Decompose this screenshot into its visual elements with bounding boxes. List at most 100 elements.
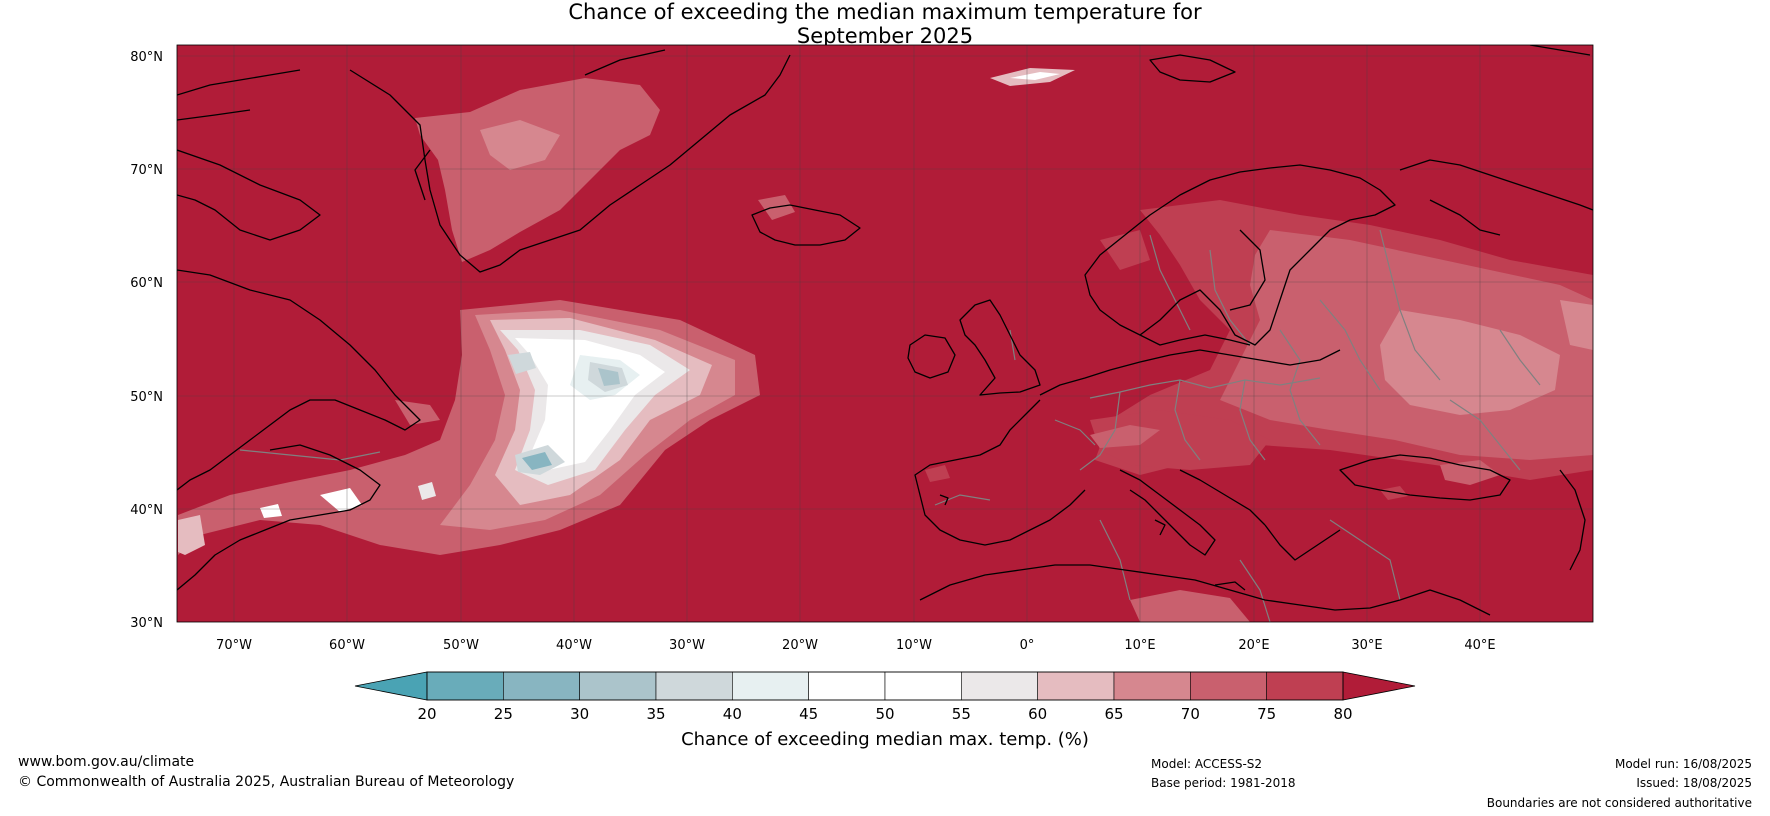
atlantic-south-pocket-30 xyxy=(522,452,552,470)
north-africa-patch-70-75 xyxy=(1130,590,1250,622)
base-period-text: Base period: 1981-2018 xyxy=(1151,776,1296,790)
colorbar-over-arrow xyxy=(1342,671,1416,701)
probability-field xyxy=(178,68,1593,622)
coast-adriatic xyxy=(1179,469,1266,526)
colorbar-bin-55-60 xyxy=(961,671,1038,701)
lat-label-40n: 40°N xyxy=(130,503,163,518)
title-line-2: September 2025 xyxy=(796,24,974,48)
svalbard-patch-white xyxy=(1010,72,1060,80)
coast-labrador xyxy=(177,269,421,491)
coast-north-africa xyxy=(919,564,1491,616)
coast-norway xyxy=(1084,164,1396,346)
lon-label-70w: 70°W xyxy=(216,638,252,653)
black-sea-patch xyxy=(1440,460,1500,485)
disclaimer-text: Boundaries are not considered authoritat… xyxy=(1486,796,1752,810)
issued-text: Issued: 18/08/2025 xyxy=(1636,776,1752,790)
colorbar-tick-20: 20 xyxy=(417,705,436,723)
coast-gulf-of-bothnia xyxy=(1229,229,1266,311)
lon-label-20w: 20°W xyxy=(782,638,818,653)
west-atlantic-patch-white-3 xyxy=(418,482,436,500)
colorbar-bin-20-25 xyxy=(426,671,504,701)
colorbar-label: Chance of exceeding median max. temp. (%… xyxy=(681,729,1089,750)
europe-contour-65-70 xyxy=(1380,310,1560,415)
colorbar-frame xyxy=(426,671,1344,701)
gridlines xyxy=(177,45,1593,622)
country-borders xyxy=(239,229,1541,622)
colorbar-tick-35: 35 xyxy=(646,705,665,723)
greenland-contour-70-75 xyxy=(415,78,660,262)
lat-label-50n: 50°N xyxy=(130,390,163,405)
lon-labels: 70°W 60°W 50°W 40°W 30°W 20°W 10°W 0° 10… xyxy=(216,638,1496,653)
lat-labels: 80°N 70°N 60°N 50°N 40°N 30°N xyxy=(130,50,163,631)
model-run-text: Model run: 16/08/2025 xyxy=(1614,757,1752,771)
colorbar-under-arrow xyxy=(354,671,428,701)
colorbar-bin-40-45 xyxy=(732,671,809,701)
atlantic-west-pocket-40 xyxy=(508,352,536,374)
colorbar-bin-75-80 xyxy=(1266,671,1344,701)
lon-label-10e: 10°E xyxy=(1124,638,1155,653)
lat-label-70n: 70°N xyxy=(130,163,163,178)
colorbar-tick-25: 25 xyxy=(494,705,513,723)
lon-label-30e: 30°E xyxy=(1351,638,1382,653)
colorbar-tick-70: 70 xyxy=(1181,705,1200,723)
colorbar-tick-60: 60 xyxy=(1028,705,1047,723)
title-line-1: Chance of exceeding the median maximum t… xyxy=(568,0,1202,24)
map-title: Chance of exceeding the median maximum t… xyxy=(0,0,1770,48)
colorbar-tick-labels: 20 25 30 35 40 45 50 55 60 65 70 75 80 xyxy=(417,705,1352,723)
colorbar-tick-40: 40 xyxy=(723,705,742,723)
colorbar-tick-80: 80 xyxy=(1333,705,1352,723)
lon-label-40e: 40°E xyxy=(1464,638,1495,653)
turkey-patch xyxy=(1380,486,1408,500)
colorbar-tick-50: 50 xyxy=(875,705,894,723)
far-west-patch xyxy=(178,515,205,555)
coast-caspian xyxy=(1559,469,1586,571)
colorbar-bin-30-35 xyxy=(579,671,657,701)
spain-patch xyxy=(925,465,950,482)
colorbar-tick-30: 30 xyxy=(570,705,589,723)
colorbar-tick-75: 75 xyxy=(1257,705,1276,723)
central-europe-contour-75-80 xyxy=(1090,410,1270,470)
lat-label-60n: 60°N xyxy=(130,276,163,291)
map-frame xyxy=(176,44,1594,623)
colorbar-bin-50-55 xyxy=(884,671,962,701)
europe-contour-65-70-b xyxy=(1560,300,1593,350)
colorbar: 20 25 30 35 40 45 50 55 60 65 70 75 80 Chance of exc… xyxy=(354,671,1416,750)
coast-black-sea xyxy=(1339,454,1511,501)
lon-label-10w: 10°W xyxy=(896,638,932,653)
lon-label-0: 0° xyxy=(1020,638,1035,653)
atlantic-contour-30-35 xyxy=(598,368,620,386)
greenland-contour-65-70 xyxy=(480,120,560,170)
colorbar-tick-55: 55 xyxy=(952,705,971,723)
colorbar-tick-65: 65 xyxy=(1104,705,1123,723)
west-atlantic-patch-white-1 xyxy=(320,488,362,512)
colorbar-bin-70-75 xyxy=(1190,671,1267,701)
colorbar-bin-60-65 xyxy=(1037,671,1115,701)
coast-baltic xyxy=(1139,334,1251,346)
website-link[interactable]: www.bom.gov.au/climate xyxy=(18,754,195,770)
coast-canada-north xyxy=(177,149,321,241)
coast-greenland xyxy=(349,54,791,273)
lat-label-80n: 80°N xyxy=(130,50,163,65)
coast-italy xyxy=(1119,469,1216,556)
coastlines xyxy=(177,45,1593,616)
coast-great-britain xyxy=(959,299,1041,396)
lon-label-30w: 30°W xyxy=(669,638,705,653)
lon-label-20e: 20°E xyxy=(1238,638,1269,653)
lon-label-50w: 50°W xyxy=(443,638,479,653)
coast-europe-west xyxy=(1039,349,1341,396)
coast-iceland xyxy=(751,204,861,246)
scandinavia-patch-75-80 xyxy=(1100,230,1150,270)
coast-greece xyxy=(1264,524,1341,561)
colorbar-bins xyxy=(426,671,1344,701)
lon-label-60w: 60°W xyxy=(329,638,365,653)
colorbar-bin-45-50 xyxy=(808,671,886,701)
coast-ireland xyxy=(907,334,956,379)
copyright-text: © Commonwealth of Australia 2025, Austra… xyxy=(18,774,515,790)
colorbar-bin-35-40 xyxy=(655,671,733,701)
colorbar-bin-25-30 xyxy=(503,671,580,701)
coast-bay-of-biscay xyxy=(914,399,1086,546)
lon-label-40w: 40°W xyxy=(556,638,592,653)
west-atlantic-patch-white-2 xyxy=(260,504,282,518)
colorbar-bin-65-70 xyxy=(1113,671,1191,701)
